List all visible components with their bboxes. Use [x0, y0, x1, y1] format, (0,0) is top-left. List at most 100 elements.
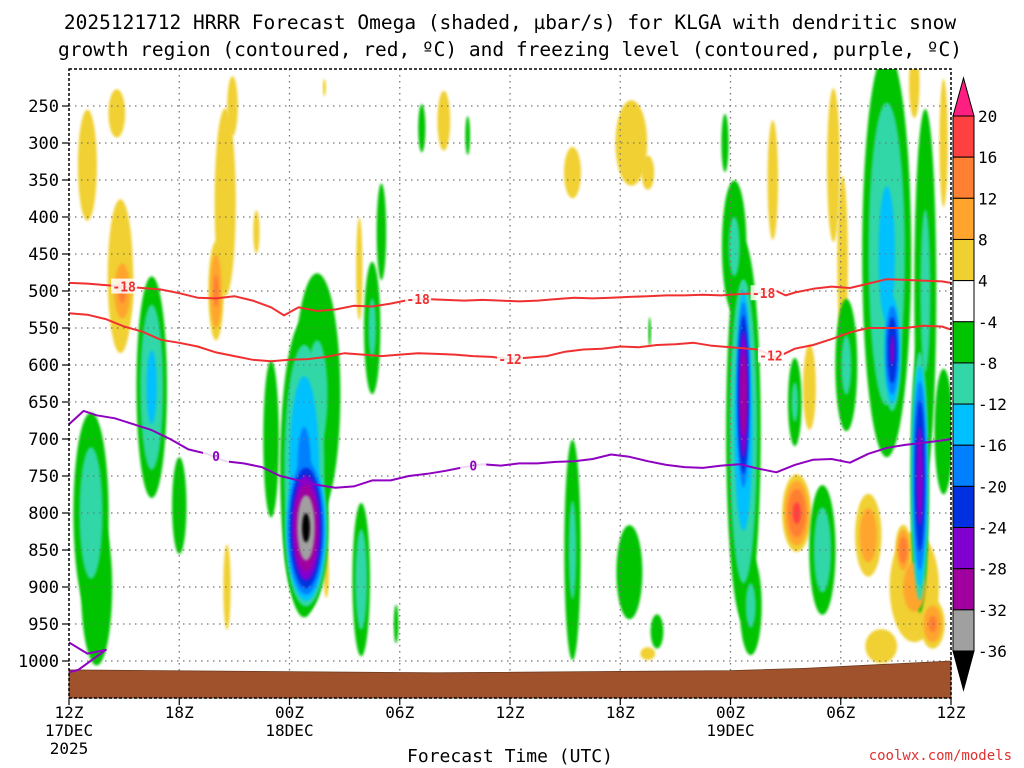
omega-cell-54-level-5 — [890, 335, 895, 366]
omega-cell-57-level-1 — [920, 209, 931, 373]
contour-label-minus12-dgz-bottom-0: -12 — [498, 353, 521, 368]
omega-cell-16-level-0 — [803, 344, 816, 430]
colorbar-swatch-6 — [952, 362, 975, 405]
y-tick-label-450: 450 — [28, 245, 59, 265]
omega-cell-59-level-1 — [841, 335, 852, 395]
omega-cell-41-level-0 — [418, 104, 426, 153]
omega-cell-47-level-6 — [740, 353, 747, 436]
y-tick-label-500: 500 — [28, 282, 59, 302]
colorbar-bottom-arrow — [952, 650, 975, 692]
omega-cell-50-level-0 — [721, 113, 729, 173]
omega-cell-53-level-1 — [791, 382, 798, 422]
x-tick-label-0: 12Z — [55, 703, 84, 722]
colorbar-swatch-3 — [952, 238, 975, 282]
colorbar-swatch-10 — [952, 527, 975, 570]
omega-cell-26-level-0 — [865, 629, 898, 664]
omega-cell-11-level-0 — [437, 90, 451, 151]
omega-cell-25-level-2 — [928, 615, 937, 633]
contour-label-zero-freezing-level-0: 0 — [212, 450, 220, 465]
colorbar-label-11: -28 — [978, 560, 1007, 579]
x-axis-title: Forecast Time (UTC) — [407, 746, 613, 767]
y-tick-label-600: 600 — [28, 356, 59, 376]
omega-cell-44-level-0 — [616, 525, 643, 620]
contour-label-minus18-dgz-top-0: -18 — [112, 281, 136, 296]
colorbar-swatch-9 — [952, 485, 975, 529]
y-tick-label-750: 750 — [28, 467, 59, 487]
x-tick-label-30: 18Z — [606, 703, 635, 722]
omega-cell-45-level-0 — [650, 614, 664, 649]
omega-shading — [73, 69, 951, 666]
omega-cell-13-level-0 — [615, 100, 648, 186]
colorbar-label-10: -24 — [978, 519, 1007, 538]
x-tick-label-24: 12Z — [496, 703, 525, 722]
contour-minus18-dgz-top — [69, 278, 951, 317]
omega-cell-21-level-3 — [792, 502, 801, 524]
omega-cell-17-level-0 — [827, 88, 840, 243]
colorbar-swatch-11 — [952, 568, 975, 611]
omega-cell-55-level-2 — [878, 186, 895, 322]
omega-cell-36-level-1 — [79, 447, 103, 579]
omega-cell-46-level-0 — [648, 317, 651, 347]
contour-label-bg-zero-freezing-level-1 — [460, 457, 487, 473]
colorbar-label-2: 12 — [978, 189, 997, 208]
omega-cell-32-level-1 — [368, 298, 376, 358]
omega-cell-22-level-1 — [859, 508, 877, 563]
omega-cell-56-level-5 — [916, 426, 924, 526]
colorbar-label-7: -12 — [978, 395, 1007, 414]
colorbar-swatch-2 — [952, 197, 975, 240]
omega-cell-10-level-0 — [356, 217, 363, 321]
chart-title-line1: 2025121712 HRRR Forecast Omega (shaded, … — [64, 11, 956, 34]
y-tick-label-250: 250 — [28, 97, 59, 117]
contour-label-minus12-dgz-bottom-1: -12 — [759, 349, 782, 364]
omega-cell-43-level-1 — [568, 500, 577, 600]
temperature-contours: -18 -18 -18 -12 -12 0 0 — [69, 278, 951, 674]
x-tick-date-36: 19DEC — [706, 721, 754, 740]
colorbar-label-3: 8 — [978, 230, 988, 249]
x-tick-date-0: 17DEC — [45, 721, 93, 740]
omega-cell-33-level-1 — [355, 529, 368, 630]
colorbar-top-arrow — [952, 76, 975, 117]
y-tick-label-550: 550 — [28, 319, 59, 339]
colorbar-label-8: -16 — [978, 436, 1007, 455]
x-tick-label-42: 06Z — [826, 703, 855, 722]
contour-label-zero-freezing-level-1: 0 — [469, 460, 477, 475]
colorbar-swatch-8 — [952, 444, 975, 487]
omega-cell-27-level-0 — [640, 647, 656, 660]
chart-title-line2: growth region (contoured, red, ºC) and f… — [58, 38, 962, 61]
contour-label-bg-minus12-dgz-bottom-0 — [497, 351, 523, 367]
colorbar-label-13: -36 — [978, 642, 1007, 661]
x-tick-date-12: 18DEC — [265, 721, 313, 740]
colorbar-swatch-0 — [952, 115, 975, 158]
x-tick-label-6: 18Z — [165, 703, 194, 722]
x-tick-year-0: 2025 — [50, 739, 89, 758]
colorbar-label-12: -32 — [978, 601, 1007, 620]
x-tick-label-18: 06Z — [385, 703, 414, 722]
x-tick-label-48: 12Z — [937, 703, 966, 722]
contour-label-minus18-dgz-top-2: -18 — [752, 287, 776, 302]
omega-cell-49-level-1 — [728, 217, 740, 277]
omega-cell-42-level-0 — [465, 116, 471, 155]
y-tick-label-650: 650 — [28, 393, 59, 413]
colorbar-label-4: 4 — [978, 272, 988, 291]
y-axis: 250 300 350 400 450 500 550 600 650 700 750 800 850 9… — [18, 97, 69, 672]
colorbar-swatch-7 — [952, 403, 975, 446]
omega-cell-52-level-1 — [813, 507, 832, 593]
colorbar-label-1: 16 — [978, 148, 997, 167]
colorbar-label-6: -8 — [978, 354, 997, 373]
y-tick-label-950: 950 — [28, 615, 59, 635]
contour-label-bg-minus18-dgz-top-0 — [111, 278, 138, 294]
credit-link[interactable]: coolwx.com/models — [869, 748, 1012, 764]
omega-cell-14-level-0 — [641, 155, 655, 190]
contour-label-bg-zero-freezing-level-0 — [203, 448, 229, 464]
omega-cell-0-level-0 — [108, 89, 126, 138]
colorbar-label-5: -4 — [978, 313, 997, 332]
omega-cell-7-level-0 — [223, 544, 231, 630]
omega-cell-15-level-0 — [767, 120, 779, 240]
omega-cell-8-level-0 — [253, 210, 260, 254]
y-tick-label-300: 300 — [28, 134, 59, 154]
omega-cell-18-level-0 — [909, 69, 920, 118]
omega-cell-12-level-0 — [564, 147, 581, 199]
omega-cell-38-level-2 — [146, 350, 157, 425]
